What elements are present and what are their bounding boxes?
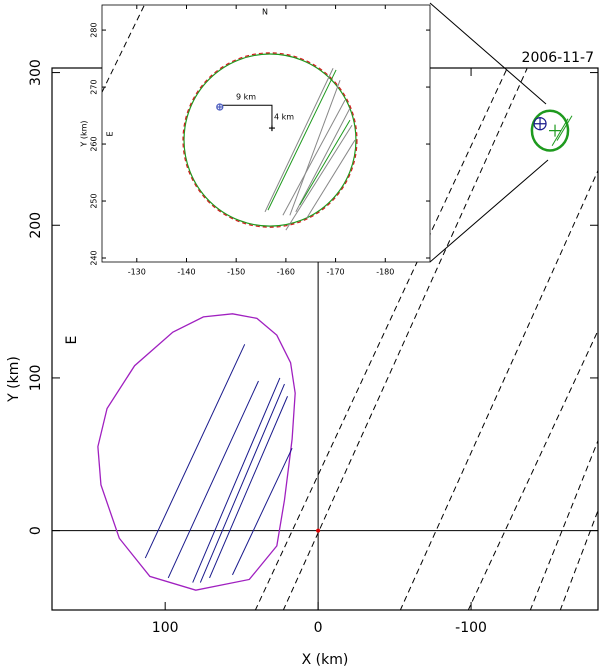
chord [232, 447, 293, 576]
y-tick-label: 260 [90, 136, 99, 151]
y-tick-label: 270 [90, 79, 99, 94]
chord [467, 330, 598, 610]
y-axis-label: Y (km) [80, 120, 89, 147]
x-tick-label: -100 [455, 620, 487, 636]
x-tick-label: -130 [128, 268, 146, 277]
chord [199, 383, 285, 583]
x-tick-label: -180 [376, 268, 394, 277]
fit-ellipse [182, 52, 358, 228]
outline [97, 313, 296, 591]
chord [192, 377, 281, 583]
chord [267, 69, 337, 211]
chord [399, 170, 598, 610]
chord [102, 5, 145, 93]
point [549, 124, 562, 137]
chord [306, 139, 356, 219]
annotation: E [64, 336, 80, 345]
y-axis-label: Y (km) [6, 356, 22, 403]
x-tick-label: -140 [177, 268, 195, 277]
y-tick-label: 300 [28, 59, 44, 86]
fit-ellipse [183, 53, 357, 227]
point [316, 528, 321, 533]
annotation: 9 km [236, 93, 256, 102]
inset-plot: -130 -140 -150 -160 -170 -180 240 250 260 270 280 Y… [80, 4, 431, 277]
plot-area [102, 5, 358, 231]
y-tick-label: 0 [28, 526, 44, 535]
point [268, 125, 275, 132]
zoom-connector [429, 2, 547, 105]
x-tick-label: -170 [326, 268, 344, 277]
chord [264, 68, 334, 213]
chord [282, 68, 528, 610]
chord [295, 107, 351, 213]
chart-title: 2006-11-7 [522, 50, 594, 66]
chord [167, 380, 259, 579]
chord [282, 99, 346, 216]
point [216, 103, 224, 111]
y-tick-label: 240 [90, 250, 99, 265]
chord [551, 118, 569, 146]
zoom-connector [429, 159, 549, 263]
y-tick-label: 280 [90, 22, 99, 37]
point [533, 117, 547, 131]
chord [221, 104, 273, 126]
plot-background [102, 5, 430, 262]
chord [209, 396, 288, 579]
y-tick-label: 100 [28, 365, 44, 392]
annotation: 4 km [274, 113, 294, 122]
y-tick-label: 250 [90, 193, 99, 208]
chord [529, 440, 598, 610]
chord [556, 115, 573, 141]
chord [285, 124, 353, 231]
plot-frame [101, 4, 431, 263]
x-tick-label: 0 [314, 620, 323, 636]
chord [289, 80, 341, 216]
plot-area [52, 68, 598, 610]
chord [144, 344, 246, 559]
x-tick-label: -160 [277, 268, 295, 277]
x-axis-label: X (km) [302, 652, 349, 668]
fit-ellipse [530, 109, 570, 152]
chord [559, 510, 598, 610]
annotation: E [106, 131, 115, 136]
x-tick-label: -150 [227, 268, 245, 277]
chord [299, 119, 351, 206]
annotation: N [262, 8, 268, 17]
y-tick-label: 200 [28, 212, 44, 239]
x-tick-label: 100 [152, 620, 179, 636]
